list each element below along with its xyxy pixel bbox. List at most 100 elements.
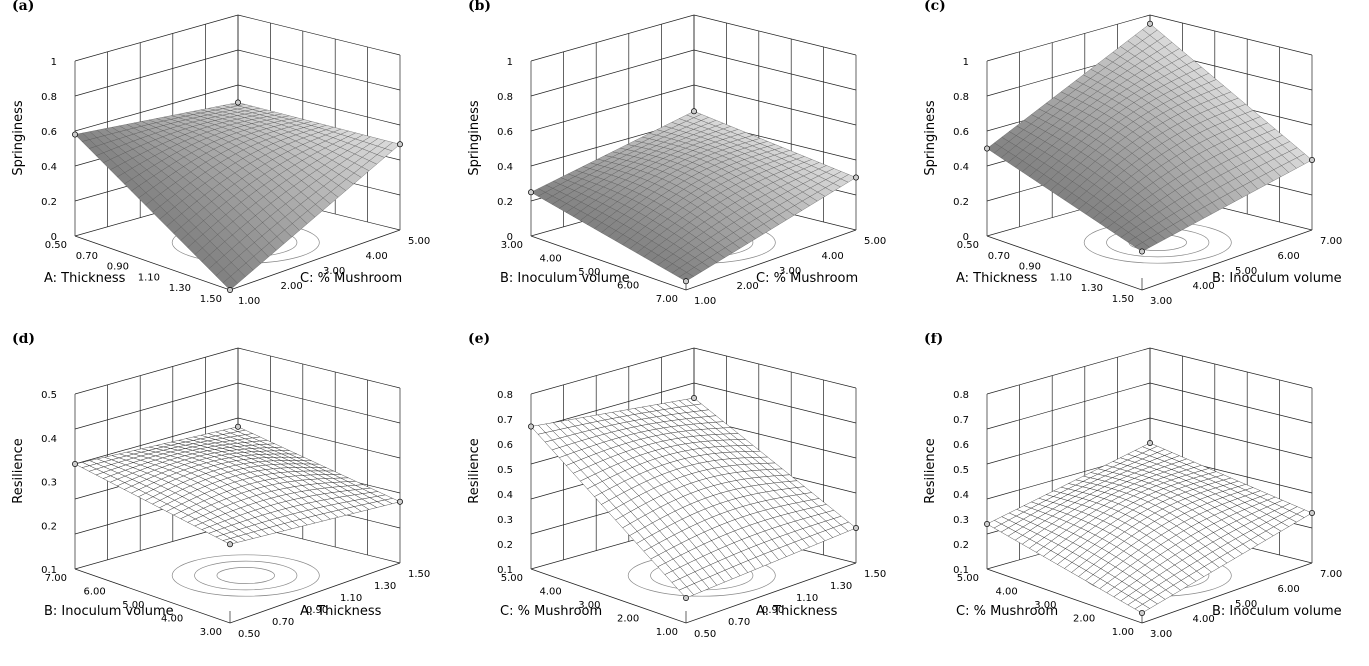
corner-point <box>1139 248 1145 255</box>
corner-point <box>1139 610 1145 616</box>
panel-label: (f) <box>924 333 943 347</box>
right-axis-tick: 1.10 <box>340 593 362 604</box>
z-tick-label: 0.8 <box>41 92 57 103</box>
corner-point <box>1309 510 1315 516</box>
z-tick-label: 1 <box>51 57 57 68</box>
z-tick-label: 0.6 <box>41 127 57 138</box>
right-axis-tick: 2.00 <box>281 281 303 292</box>
surface-plot: 1 0.8 0.6 0.4 0.2 00.50 0.70 0.90 1.10 1.30 1.50 1.… <box>11 0 430 307</box>
left-axis-tick: 1.10 <box>1050 272 1072 283</box>
corner-point <box>72 461 78 467</box>
left-axis-tick: 0.50 <box>957 240 979 251</box>
z-axis-title: Resilience <box>467 438 482 503</box>
left-axis-tick: 1.00 <box>656 627 678 638</box>
corner-point <box>227 287 233 293</box>
left-axis-tick: 0.70 <box>76 251 98 262</box>
z-tick-label: 0.5 <box>41 390 57 401</box>
right-axis-tick: 0.70 <box>272 617 294 628</box>
surface-plot: 0.80.70.60.50.40.30.20.15.004.003.002.00… <box>923 333 1342 640</box>
panel-e: 0.8 0.7 0.6 0.5 0.4 0.3 0.2 0.1 5.00 4.00 3.00 2.00… <box>456 333 912 666</box>
z-tick-label: 0.6 <box>953 440 969 451</box>
left-axis-tick: 0.70 <box>988 251 1010 262</box>
z-tick-label: 0.6 <box>497 440 513 451</box>
right-axis-tick: 1.50 <box>408 569 430 580</box>
corner-point <box>853 525 859 531</box>
right-axis-tick: 3.00 <box>323 266 345 277</box>
corner-point <box>1147 440 1153 446</box>
surface-plot: 1 0.8 0.6 0.4 0.2 00.50 0.70 0.90 1.10 1.30 1.50 3.… <box>923 0 1342 307</box>
left-axis-title: A: Thickness <box>956 271 1038 286</box>
surface-mesh <box>74 102 401 291</box>
right-axis-tick: 5.00 <box>408 236 430 247</box>
corner-point <box>984 145 990 152</box>
z-tick-label: 0.2 <box>497 197 513 208</box>
z-tick-label: 0.8 <box>497 390 513 401</box>
right-axis-tick: 4.00 <box>366 251 388 262</box>
z-axis-title: Springiness <box>467 100 482 176</box>
right-axis-tick: 4.00 <box>1193 281 1215 292</box>
panel-label: (d) <box>12 333 35 347</box>
z-tick-label: 0.5 <box>497 465 513 476</box>
left-axis-tick: 1.50 <box>1112 294 1134 305</box>
z-tick-label: 1 <box>507 57 513 68</box>
right-axis-tick: 1.00 <box>694 296 716 307</box>
left-axis-tick: 2.00 <box>1073 614 1095 625</box>
z-axis-title: Resilience <box>923 438 938 503</box>
left-axis-title: B: Inoculum volume <box>44 604 174 619</box>
corner-point <box>397 141 403 148</box>
right-axis-tick: 3.00 <box>1150 296 1172 307</box>
z-tick-label: 0.3 <box>41 478 57 489</box>
corner-point <box>528 423 534 430</box>
surface-plot: 0.5 0.4 0.3 0.2 0.17.00 6.00 5.00 4.00 3.00 0.50 0… <box>11 333 430 640</box>
z-tick-label: 0.5 <box>953 465 969 476</box>
panel-label: (a) <box>12 0 34 14</box>
right-axis-tick: 1.00 <box>238 296 260 307</box>
right-axis-tick: 5.00 <box>864 236 886 247</box>
right-axis-title: C: % Mushroom <box>756 271 858 286</box>
panel-f: 0.8 0.7 0.6 0.5 0.4 0.3 0.2 0.1 5.00 4.00 3.00 2.00… <box>912 333 1368 666</box>
right-axis-tick: 3.00 <box>1150 629 1172 640</box>
right-axis-tick: 0.50 <box>238 629 260 640</box>
right-axis-tick: 2.00 <box>737 281 759 292</box>
left-axis-tick: 6.00 <box>83 587 105 598</box>
left-axis-tick: 1.10 <box>138 272 160 283</box>
right-axis-tick: 1.30 <box>830 581 852 592</box>
left-axis-title: C: % Mushroom <box>500 604 602 619</box>
left-axis-tick: 4.00 <box>995 587 1017 598</box>
left-axis-tick: 3.00 <box>200 627 222 638</box>
corner-point <box>397 498 403 505</box>
z-tick-label: 0.4 <box>41 162 57 173</box>
right-axis-tick: 4.00 <box>822 251 844 262</box>
z-tick-label: 1 <box>963 57 969 68</box>
corner-point <box>984 521 990 527</box>
z-tick-label: 0.2 <box>953 197 969 208</box>
corner-point <box>528 189 534 196</box>
surface-plot: 0.80.70.60.50.40.30.20.15.004.003.002.00… <box>467 333 886 640</box>
right-axis-tick: 0.90 <box>306 605 328 616</box>
left-axis-tick: 3.00 <box>1034 600 1056 611</box>
surface-plot: 10.80.60.40.203.004.005.006.007.00 1.002.… <box>467 0 886 307</box>
z-tick-label: 0.1 <box>41 565 57 576</box>
contour-lines <box>171 554 320 597</box>
right-axis-tick: 1.50 <box>864 569 886 580</box>
left-axis-title: C: % Mushroom <box>956 604 1058 619</box>
surface-mesh <box>986 23 1313 252</box>
z-tick-label: 0.4 <box>497 162 513 173</box>
left-axis-tick: 5.00 <box>578 267 600 278</box>
right-axis-tick: 1.30 <box>374 581 396 592</box>
left-axis-tick: 5.00 <box>122 600 144 611</box>
right-axis-tick: 0.70 <box>728 617 750 628</box>
panel-c: 1 0.8 0.6 0.4 0.2 0 0.50 0.70 0.90 1.10 1.30 1.50 3.… <box>912 0 1368 333</box>
panel-label: (c) <box>924 0 946 14</box>
panel-b: 1 0.8 0.6 0.4 0.2 0 3.00 4.00 5.00 6.00 7.00 1.00 2.… <box>456 0 912 333</box>
left-axis-title: A: Thickness <box>44 271 126 286</box>
left-axis-tick: 1.30 <box>169 283 191 294</box>
z-tick-label: 0.3 <box>953 515 969 526</box>
panel-label: (b) <box>468 0 491 14</box>
right-axis-title: B: Inoculum volume <box>1212 604 1342 619</box>
right-axis-tick: 5.00 <box>1235 266 1257 277</box>
left-axis-tick: 4.00 <box>161 614 183 625</box>
left-axis-tick: 1.30 <box>1081 283 1103 294</box>
panel-d: 0.5 0.4 0.3 0.2 0.1 7.00 6.00 5.00 4.00 3.00 0.50 0… <box>0 333 456 666</box>
z-tick-label: 0.6 <box>953 127 969 138</box>
